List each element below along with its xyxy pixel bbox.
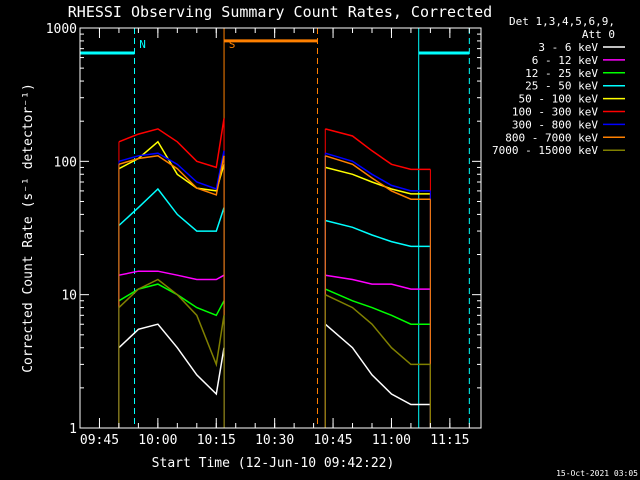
- legend-entry-label: 12 - 25 keV: [525, 67, 598, 80]
- legend-entry-label: 50 - 100 keV: [519, 93, 599, 106]
- legend-header-line-1: Det 1,3,4,5,6,9,: [509, 15, 615, 28]
- series-line: [118, 278, 225, 368]
- legend-entry-label: 800 - 7000 keV: [505, 131, 598, 144]
- x-tick-label: 09:45: [80, 433, 119, 448]
- legend-entry-label: 6 - 12 keV: [532, 54, 599, 67]
- series-line: [325, 274, 431, 290]
- y-tick-label: 1000: [46, 22, 77, 37]
- y-tick-label: 10: [61, 289, 77, 304]
- annotation-label: N: [139, 38, 146, 51]
- x-tick-label: 11:00: [372, 433, 411, 448]
- series-line: [118, 150, 225, 190]
- series-line: [325, 128, 431, 171]
- x-tick-label: 10:45: [313, 433, 352, 448]
- series-line: [118, 155, 225, 196]
- series-line: [118, 187, 225, 232]
- x-tick-label: 10:15: [197, 433, 236, 448]
- legend-entry-label: 300 - 800 keV: [512, 118, 598, 131]
- series-line: [324, 323, 431, 406]
- series-lines: [118, 118, 431, 428]
- annotation-label: S: [229, 38, 236, 51]
- x-tick-label: 10:00: [138, 433, 177, 448]
- series-line: [325, 288, 431, 325]
- series-line: [325, 155, 431, 200]
- legend-entry-label: 3 - 6 keV: [538, 41, 598, 54]
- series-line: [118, 118, 225, 169]
- series-line: [324, 294, 431, 366]
- plot-frame: [79, 27, 482, 429]
- series-line: [325, 152, 431, 192]
- series-line: [118, 323, 225, 396]
- y-tick-label: 100: [54, 155, 77, 170]
- series-line: [325, 219, 431, 248]
- legend-entry-label: 100 - 300 keV: [512, 106, 598, 119]
- legend-entry-label: 7000 - 15000 keV: [492, 144, 598, 157]
- series-line: [118, 270, 225, 281]
- y-axis-label: Corrected Count Rate (s⁻¹ detector⁻¹): [21, 83, 36, 373]
- legend-header-line-2: Att 0: [582, 28, 615, 41]
- timestamp: 15-Oct-2021 03:05: [556, 469, 638, 478]
- x-axis-label: Start Time (12-Jun-10 09:42:22): [152, 456, 395, 471]
- x-tick-label: 10:30: [255, 433, 294, 448]
- series-line: [325, 166, 431, 195]
- axes: 1 10 100 1000 09:45 10:00 10:15 10:30 10:45 11:00…: [46, 22, 482, 448]
- chart-title: RHESSI Observing Summary Count Rates, Co…: [68, 3, 492, 21]
- legend-entry-label: 25 - 50 keV: [525, 80, 598, 93]
- y-tick-label: 1: [69, 422, 77, 437]
- x-tick-label: 11:15: [430, 433, 469, 448]
